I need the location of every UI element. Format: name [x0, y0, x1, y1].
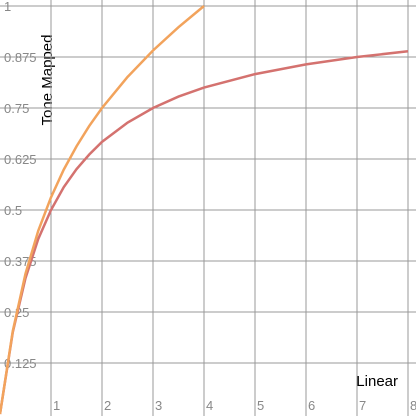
x-tick-label: 5 — [257, 398, 264, 413]
line-series — [0, 50, 409, 415]
y-axis-label: Tone Mapped — [39, 35, 56, 126]
x-tick-label: 2 — [104, 398, 111, 413]
line-series — [0, 5, 205, 415]
x-tick-label: 6 — [308, 398, 315, 413]
y-tick-label: 1 — [4, 0, 11, 14]
y-tick-label: 0.125 — [4, 356, 37, 371]
y-tick-label: 0.625 — [4, 152, 37, 167]
x-tick-label: 7 — [359, 398, 366, 413]
y-tick-label: 0.5 — [4, 203, 22, 218]
x-tick-label: 3 — [155, 398, 162, 413]
y-tick-label: 0.875 — [4, 50, 37, 65]
x-tick-label: 8 — [410, 398, 416, 413]
x-tick-label: 4 — [206, 398, 213, 413]
x-axis-label: Linear — [356, 373, 398, 390]
y-tick-label: 0.75 — [4, 101, 29, 116]
x-tick-label: 1 — [53, 398, 60, 413]
